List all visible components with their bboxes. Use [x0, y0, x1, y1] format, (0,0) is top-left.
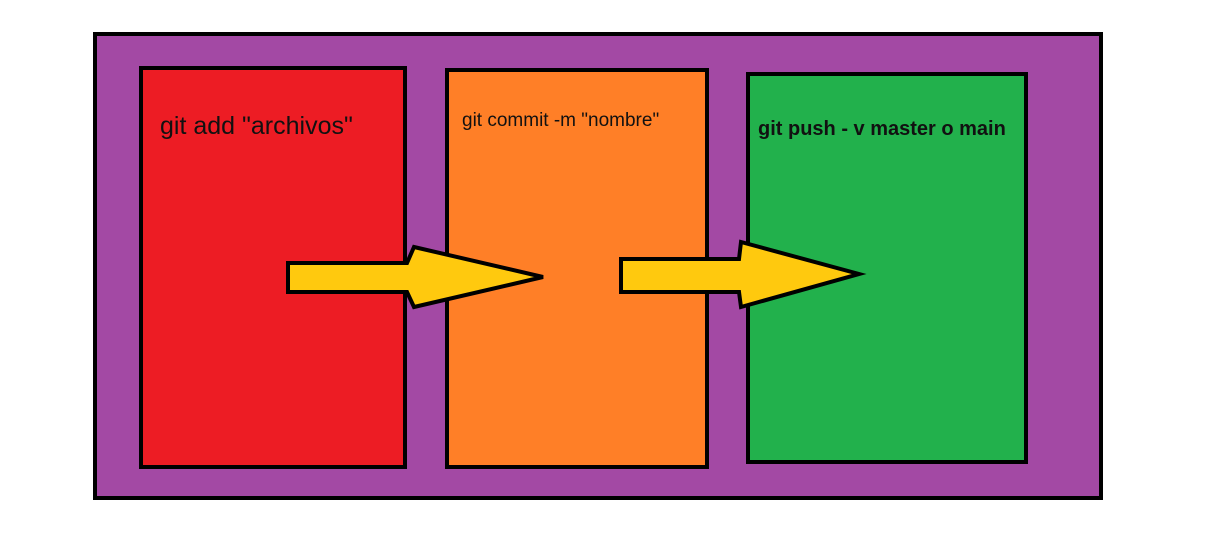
step-label-git-commit: git commit -m "nombre" [462, 110, 660, 131]
step-label-git-add: git add "archivos" [160, 112, 353, 140]
arrow-add-to-commit [286, 244, 544, 310]
arrow-commit-to-push [619, 239, 867, 310]
step-label-git-push: git push - v master o main [758, 118, 1006, 140]
